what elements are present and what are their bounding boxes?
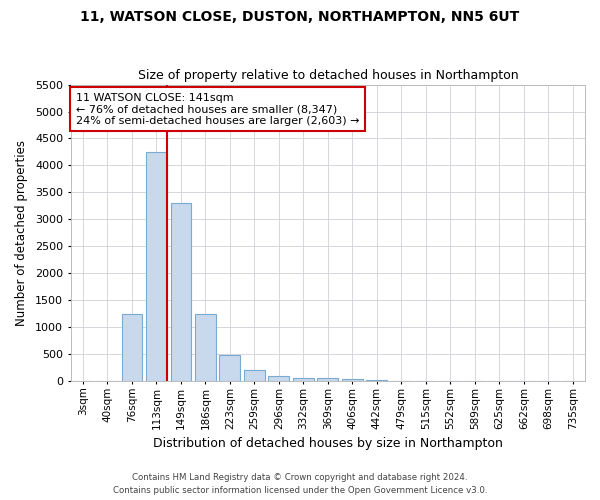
Bar [146, 152, 167, 381]
Bar [367, 380, 387, 381]
Bar [195, 314, 216, 381]
Text: 11 WATSON CLOSE: 141sqm
← 76% of detached houses are smaller (8,347)
24% of semi: 11 WATSON CLOSE: 141sqm ← 76% of detache… [76, 92, 359, 126]
Bar [293, 378, 314, 381]
Bar [122, 314, 142, 381]
Text: 11, WATSON CLOSE, DUSTON, NORTHAMPTON, NN5 6UT: 11, WATSON CLOSE, DUSTON, NORTHAMPTON, N… [80, 10, 520, 24]
Bar [244, 370, 265, 381]
X-axis label: Distribution of detached houses by size in Northampton: Distribution of detached houses by size … [153, 437, 503, 450]
Bar [317, 378, 338, 381]
Bar [268, 376, 289, 381]
Bar [170, 203, 191, 381]
Bar [220, 355, 241, 381]
Title: Size of property relative to detached houses in Northampton: Size of property relative to detached ho… [137, 69, 518, 82]
Y-axis label: Number of detached properties: Number of detached properties [15, 140, 28, 326]
Text: Contains HM Land Registry data © Crown copyright and database right 2024.
Contai: Contains HM Land Registry data © Crown c… [113, 474, 487, 495]
Bar [342, 379, 363, 381]
